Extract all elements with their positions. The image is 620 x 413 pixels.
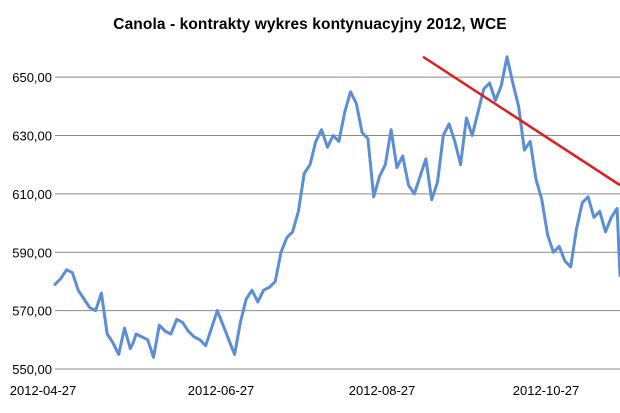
y-axis-ticks: 550,00 570,00 590,00 610,00 630,00 650,00 — [12, 70, 52, 377]
x-tick-label: 2012-04-27 — [10, 383, 77, 398]
x-axis-ticks: 2012-04-27 2012-06-27 2012-08-27 2012-10-27 — [10, 383, 580, 398]
trend-line — [422, 55, 620, 187]
x-tick-label: 2012-08-27 — [349, 383, 416, 398]
y-tick-label: 630,00 — [12, 129, 52, 144]
y-tick-label: 550,00 — [12, 362, 52, 377]
series-group — [53, 55, 620, 359]
x-tick-label: 2012-06-27 — [188, 383, 255, 398]
chart-title: Canola - kontrakty wykres kontynuacyjny … — [113, 16, 507, 33]
y-tick-label: 610,00 — [12, 187, 52, 202]
y-tick-label: 590,00 — [12, 245, 52, 260]
x-tick-label: 2012-10-27 — [513, 383, 580, 398]
y-tick-label: 570,00 — [12, 304, 52, 319]
y-tick-label: 650,00 — [12, 70, 52, 85]
gridlines — [55, 76, 620, 370]
annotation-group — [422, 55, 620, 187]
series-line — [53, 55, 620, 359]
